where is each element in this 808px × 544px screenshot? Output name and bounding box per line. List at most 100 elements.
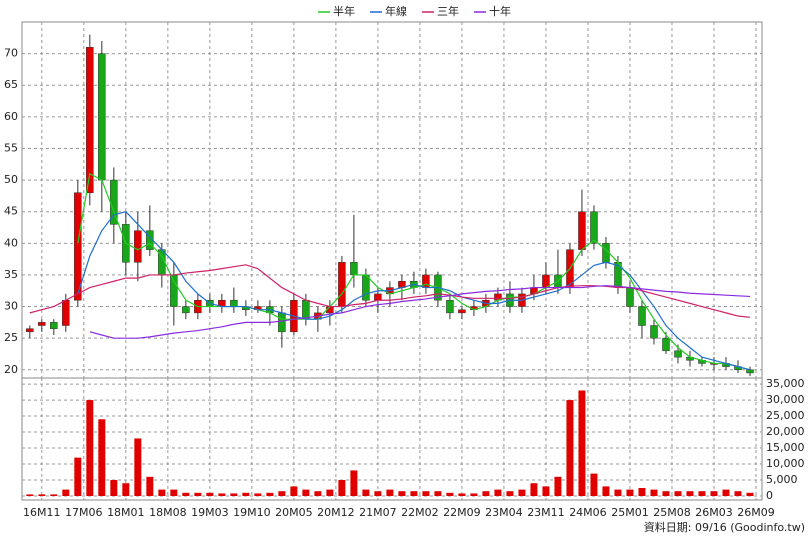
- y2-tick-label: 15,000: [766, 441, 805, 454]
- x-tick-label: 20M05: [275, 506, 313, 519]
- volume-bar: [578, 390, 586, 497]
- volume-bar: [170, 489, 178, 497]
- x-tick-label: 25M08: [653, 506, 691, 519]
- volume-bar: [542, 486, 550, 497]
- candle-body: [74, 192, 82, 301]
- ma-line: [89, 285, 751, 339]
- x-tick-label: 20M12: [317, 506, 355, 519]
- x-tick-label: 23M04: [485, 506, 523, 519]
- x-tick-label: 24M06: [569, 506, 607, 519]
- y-tick-label: 25: [4, 331, 18, 344]
- candle-body: [626, 287, 634, 307]
- candle-body: [86, 47, 94, 193]
- candle-body: [98, 53, 106, 181]
- y-tick-label: 30: [4, 300, 18, 313]
- volume-bar: [86, 400, 94, 497]
- x-tick-label: 23M11: [527, 506, 565, 519]
- volume-bar: [530, 483, 538, 497]
- x-tick-label: 26M03: [695, 506, 733, 519]
- volume-bar: [590, 473, 598, 497]
- volume-bar: [218, 493, 226, 497]
- volume-bar: [206, 492, 214, 497]
- y-tick-label: 70: [4, 47, 18, 60]
- volume-bar: [722, 489, 730, 497]
- volume-bar: [158, 489, 166, 497]
- volume-bar: [74, 457, 82, 497]
- volume-bar: [662, 491, 670, 497]
- volume-bar: [230, 493, 238, 497]
- volume-bar: [638, 488, 646, 497]
- volume-bar: [626, 489, 634, 497]
- candle-body: [650, 325, 658, 339]
- volume-bar: [482, 491, 490, 497]
- x-tick-label: 18M08: [149, 506, 187, 519]
- candle-body: [302, 299, 310, 320]
- y2-tick-label: 20,000: [766, 425, 805, 438]
- volume-bar: [398, 491, 406, 497]
- x-tick-label: 22M02: [401, 506, 439, 519]
- volume-bar: [506, 491, 514, 497]
- candle-body: [446, 299, 454, 314]
- candle-body: [278, 312, 286, 333]
- volume-bar: [566, 400, 574, 497]
- volume-bar: [362, 489, 370, 497]
- candle-body: [374, 293, 382, 301]
- volume-bar: [446, 492, 454, 497]
- volume-bar: [254, 493, 262, 497]
- volume-bar: [614, 489, 622, 497]
- candle-body: [362, 274, 370, 301]
- y-tick-label: 60: [4, 110, 18, 123]
- legend-label: 年線: [385, 4, 407, 18]
- volume-bar: [518, 489, 526, 497]
- volume-bar: [290, 486, 298, 497]
- legend-label: 十年: [489, 4, 511, 18]
- volume-bar: [602, 486, 610, 497]
- volume-bar: [410, 491, 418, 497]
- x-tick-label: 26M09: [737, 506, 775, 519]
- volume-bar: [734, 491, 742, 497]
- y-tick-label: 50: [4, 173, 18, 186]
- candle-body: [638, 306, 646, 326]
- candle-body: [578, 211, 586, 250]
- volume-bar: [134, 438, 142, 497]
- x-tick-label: 16M11: [23, 506, 61, 519]
- candle-body: [674, 350, 682, 358]
- ma-line: [77, 211, 751, 371]
- volume-bar: [314, 491, 322, 497]
- volume-bar: [278, 491, 286, 497]
- x-tick-label: 22M09: [443, 506, 481, 519]
- y-tick-label: 55: [4, 141, 18, 154]
- volume-bar: [422, 491, 430, 497]
- volume-bar: [122, 483, 130, 497]
- candle-body: [338, 262, 346, 307]
- candle-body: [38, 322, 46, 326]
- volume-bar: [98, 419, 106, 497]
- x-tick-label: 18M01: [107, 506, 145, 519]
- volume-bar: [554, 476, 562, 497]
- volume-bar: [182, 492, 190, 497]
- price-panel: [21, 21, 763, 379]
- volume-bar: [242, 492, 250, 497]
- y2-tick-label: 25,000: [766, 409, 805, 422]
- volume-bar: [710, 491, 718, 497]
- volume-bar: [470, 493, 478, 497]
- volume-bar: [674, 491, 682, 497]
- volume-bar: [266, 492, 274, 497]
- volume-bar: [146, 476, 154, 497]
- x-tick-label: 19M03: [191, 506, 229, 519]
- y2-tick-label: 10,000: [766, 457, 805, 470]
- y2-tick-label: 5,000: [766, 473, 798, 486]
- candle-body: [26, 328, 34, 333]
- candle-body: [662, 337, 670, 352]
- source-note: 資料日期: 09/16 (Goodinfo.tw): [644, 520, 805, 534]
- candle-body: [170, 274, 178, 307]
- y-tick-label: 40: [4, 236, 18, 249]
- volume-bar: [494, 489, 502, 497]
- candle-body: [50, 322, 58, 329]
- y2-tick-label: 35,000: [766, 377, 805, 390]
- volume-bar: [326, 489, 334, 497]
- y2-tick-label: 0: [766, 489, 773, 502]
- x-tick-label: 25M01: [611, 506, 649, 519]
- candle-body: [182, 306, 190, 314]
